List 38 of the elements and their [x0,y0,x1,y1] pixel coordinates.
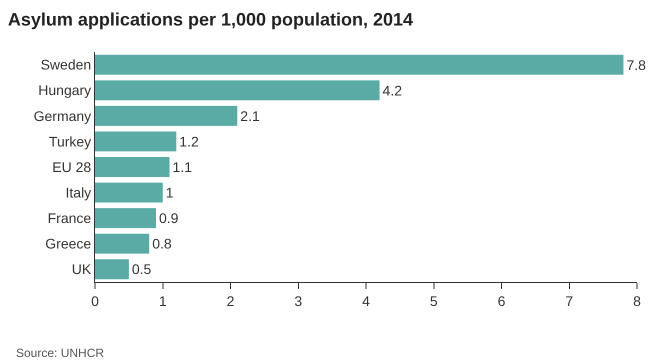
x-tick-label: 8 [633,292,642,309]
chart-title: Asylum applications per 1,000 population, 2014 [8,9,414,30]
y-tick-label: Italy [66,184,92,200]
data-label: 1 [166,184,174,201]
x-tick-label: 6 [498,292,506,309]
bar [95,106,238,126]
x-tick-label: 4 [362,292,370,309]
y-tick-label: EU 28 [52,158,92,175]
data-label: 2.1 [240,108,260,124]
data-label: 1.2 [179,133,199,150]
y-tick-label: Greece [45,236,92,252]
data-label: 4.2 [382,82,402,98]
x-tick-label: 5 [430,292,438,309]
y-tick-label: Turkey [48,133,92,150]
data-label: 0.9 [158,210,179,226]
x-tick-label: 7 [565,292,574,309]
y-tick-label: Hungary [38,82,92,98]
bar [95,208,156,228]
data-label: 1.1 [172,159,192,175]
bar [95,182,163,203]
y-tick-label: UK [72,261,92,278]
y-tick-label: Germany [34,108,92,124]
x-tick-label: 2 [226,292,235,309]
data-label: 0.5 [132,261,152,278]
data-label: 0.8 [152,236,172,252]
y-tick-label: France [48,210,92,226]
bar [95,80,380,100]
y-tick-label: Sweden [40,56,92,73]
source-note: Source: UNHCR [16,346,104,360]
bar [95,157,170,177]
bar [95,131,176,152]
data-label: 7.8 [626,56,646,73]
bar [95,259,129,280]
x-tick-label: 3 [294,292,302,309]
bar [95,234,150,254]
x-tick-label: 0 [91,292,100,309]
bar [95,54,624,75]
x-tick-label: 1 [158,292,167,309]
